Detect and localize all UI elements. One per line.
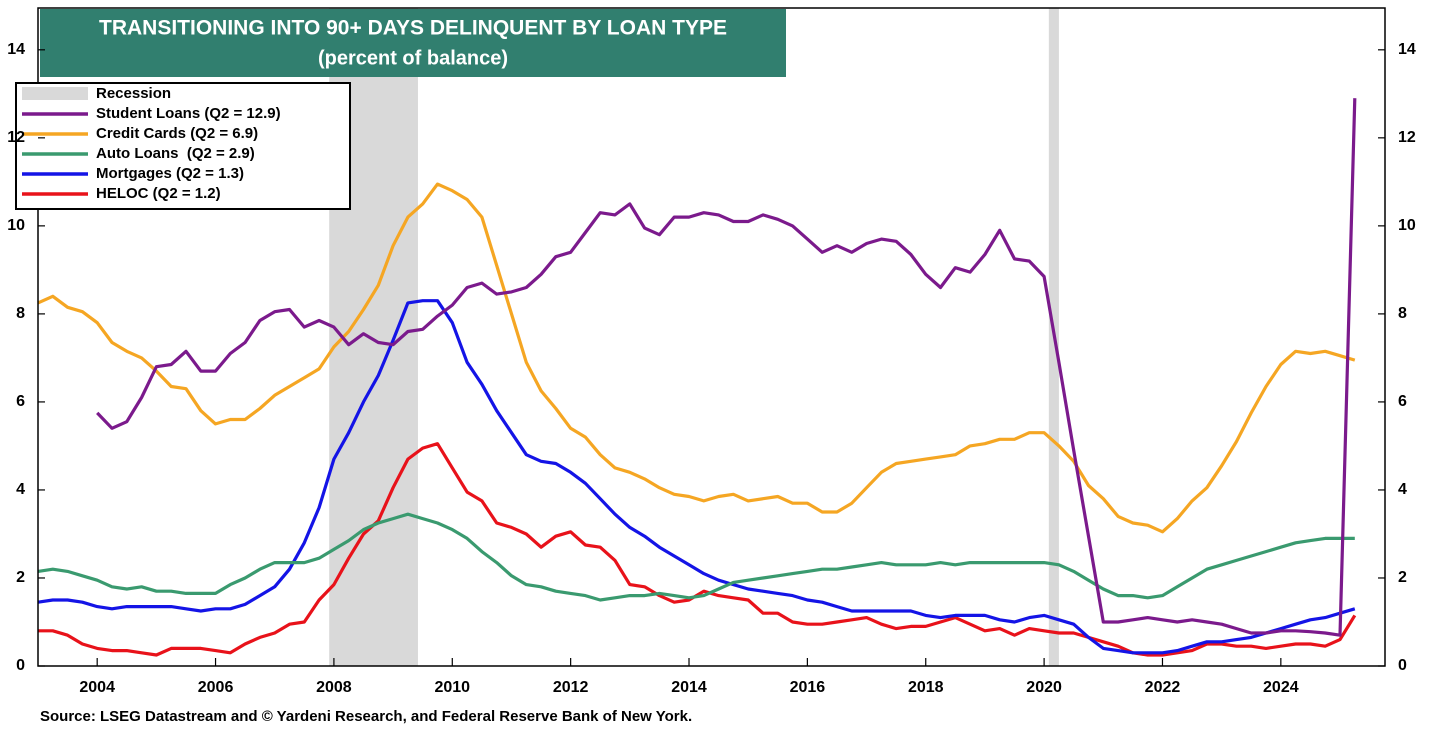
y2-tick-label: 0 <box>1398 657 1407 674</box>
y-tick-label: 0 <box>16 657 25 674</box>
x-tick-label: 2008 <box>316 679 352 696</box>
series-line <box>37 299 1356 655</box>
y-tick-label: 8 <box>16 305 25 322</box>
x-tick-label: 2006 <box>198 679 234 696</box>
plot-frame <box>37 7 1386 667</box>
title-box <box>40 9 786 77</box>
legend-label: HELOC (Q2 = 1.2) <box>96 185 221 202</box>
plot-area <box>37 8 1357 666</box>
y2-tick-label: 8 <box>1398 305 1407 322</box>
legend-box <box>15 82 351 210</box>
overlay: TRANSITIONING INTO 90+ DAYS DELINQUENT B… <box>15 9 786 210</box>
x-tick-label: 2020 <box>1026 679 1062 696</box>
y2-tick-label: 2 <box>1398 569 1407 586</box>
x-tick-label: 2010 <box>434 679 470 696</box>
legend-label: Student Loans (Q2 = 12.9) <box>96 105 281 122</box>
y2-tick-label: 10 <box>1398 217 1416 234</box>
series-line <box>37 512 1355 602</box>
series-line <box>37 182 1356 534</box>
chart-subtitle: (percent of balance) <box>318 47 508 69</box>
y2-tick-label: 12 <box>1398 129 1416 146</box>
series-line <box>38 442 1357 657</box>
y-tick-label: 14 <box>7 41 25 58</box>
legend-label: Recession <box>96 85 171 102</box>
y2-tick-label: 6 <box>1398 393 1407 410</box>
x-tick-label: 2012 <box>553 679 589 696</box>
x-tick-label: 2014 <box>671 679 707 696</box>
x-tick-label: 2016 <box>790 679 826 696</box>
series-line <box>96 98 1357 637</box>
y-tick-label: 10 <box>7 217 25 234</box>
y-tick-label: 12 <box>7 129 25 146</box>
y-tick-label: 2 <box>16 569 25 586</box>
source-note: Source: LSEG Datastream and © Yardeni Re… <box>40 708 692 725</box>
legend-swatch <box>22 87 88 100</box>
chart-title: TRANSITIONING INTO 90+ DAYS DELINQUENT B… <box>99 17 727 40</box>
legend-label: Auto Loans (Q2 = 2.9) <box>96 145 255 162</box>
y2-tick-label: 14 <box>1398 41 1416 58</box>
legend-label: Mortgages (Q2 = 1.3) <box>96 165 244 182</box>
x-tick-label: 2024 <box>1263 679 1299 696</box>
y-tick-label: 6 <box>16 393 25 410</box>
y2-tick-label: 4 <box>1398 481 1407 498</box>
x-tick-label: 2018 <box>908 679 944 696</box>
x-tick-label: 2004 <box>79 679 115 696</box>
y-tick-label: 4 <box>16 481 25 498</box>
legend-label: Credit Cards (Q2 = 6.9) <box>96 125 258 142</box>
x-tick-label: 2022 <box>1145 679 1181 696</box>
